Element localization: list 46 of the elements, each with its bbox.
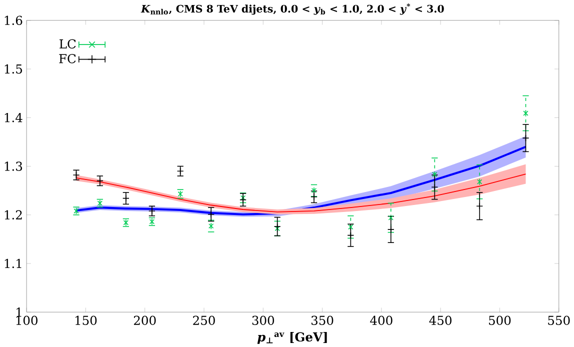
x-tick-label: 200 — [134, 316, 156, 325]
point — [208, 223, 214, 228]
point — [240, 196, 247, 204]
x-tick-label: 150 — [75, 316, 97, 325]
point — [476, 202, 484, 210]
point — [178, 191, 183, 196]
point — [208, 210, 215, 218]
line-series — [76, 173, 526, 212]
point — [72, 171, 80, 178]
x-tick-label: 550 — [548, 316, 570, 325]
point — [522, 134, 530, 142]
point — [274, 226, 280, 231]
point — [96, 177, 104, 184]
y-tick-label: 1 — [16, 307, 22, 316]
y-tick-label: 1.2 — [4, 210, 22, 220]
x-tick-label: 100 — [16, 316, 38, 325]
point — [122, 194, 130, 202]
point — [523, 110, 528, 116]
x-tick-label: 350 — [311, 316, 334, 325]
point — [347, 232, 354, 239]
point — [431, 184, 438, 190]
x-tick-label: 500 — [489, 316, 511, 325]
point — [176, 167, 184, 174]
y-tick-label: 1.1 — [4, 258, 22, 268]
y-tick-label: 1.4 — [4, 112, 22, 122]
point — [477, 179, 482, 184]
x-axis-title: p$_{⊥}$$^{av}$ [GeV] — [257, 332, 327, 344]
point — [348, 224, 354, 230]
point — [74, 208, 79, 214]
point — [387, 226, 394, 233]
chart-title: K$_{nnlo}$, CMS 8 TeV dijets, 0.0 < y$_{b}$ < 1.0, 2.0 < y$^{*}$ < 3.0 — [140, 3, 444, 15]
legend-label: FC — [59, 54, 76, 64]
x-tick-label: 300 — [252, 316, 274, 325]
legend-label: LC — [60, 39, 76, 48]
point — [388, 215, 394, 220]
point — [311, 188, 317, 193]
x-tick-label: 400 — [370, 316, 392, 325]
point — [148, 207, 156, 214]
x-tick-label: 450 — [429, 316, 452, 325]
y-tick-label: 1.5 — [4, 64, 22, 74]
x-tick-label: 250 — [193, 316, 215, 325]
point — [432, 172, 438, 177]
y-tick-label: 1.6 — [4, 16, 22, 25]
point — [240, 195, 246, 200]
y-tick-label: 1.3 — [4, 161, 22, 171]
point — [310, 193, 318, 200]
